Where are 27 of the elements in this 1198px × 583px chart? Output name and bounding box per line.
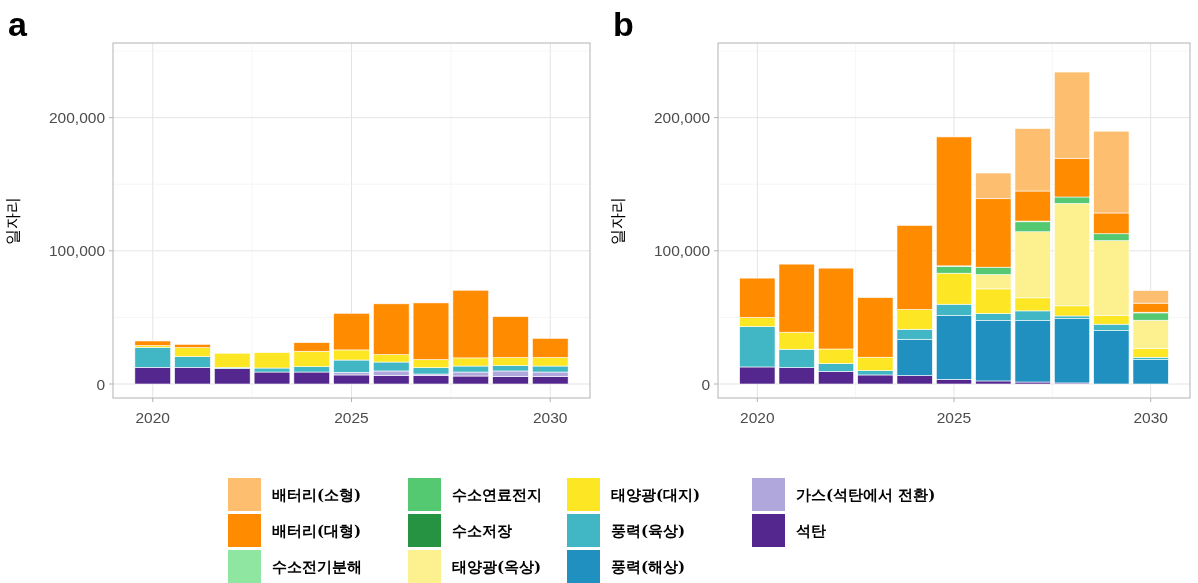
x-tick-label: 2020 xyxy=(740,409,775,426)
x-tick-label: 2025 xyxy=(334,409,369,426)
legend-label: 풍력(해상) xyxy=(611,558,686,576)
y-tick-label: 200,000 xyxy=(48,109,106,127)
legend-label: 풍력(육상) xyxy=(611,522,686,540)
y-tick-label: 0 xyxy=(701,375,711,393)
x-tick-label: 2025 xyxy=(936,409,972,426)
legend-label: 배터리(소형) xyxy=(272,486,362,504)
y-tick-label: 100,000 xyxy=(48,242,106,260)
legend-label: 수소저장 xyxy=(452,522,512,540)
y-axis-title: 일자리 xyxy=(609,196,626,245)
chart-title: a xyxy=(8,5,28,43)
y-tick-label: 100,000 xyxy=(653,242,711,260)
x-tick-label: 2020 xyxy=(135,409,171,426)
legend-label: 석탄 xyxy=(796,522,826,540)
legend-label: 가스(석탄에서 전환) xyxy=(796,486,936,504)
y-axis-title: 일자리 xyxy=(4,196,21,245)
x-tick-label: 2030 xyxy=(1133,409,1169,426)
y-tick-label: 0 xyxy=(96,375,106,393)
y-tick-label: 200,000 xyxy=(653,109,711,127)
legend-label: 태양광(옥상) xyxy=(452,558,542,576)
x-tick-label: 2030 xyxy=(533,409,568,426)
legend-label: 태양광(대지) xyxy=(611,486,701,504)
legend-label: 배터리(대형) xyxy=(272,522,362,540)
chart-title: b xyxy=(613,5,634,43)
legend-label: 수소연료전지 xyxy=(452,486,542,504)
legend-label: 수소전기분해 xyxy=(272,558,362,576)
